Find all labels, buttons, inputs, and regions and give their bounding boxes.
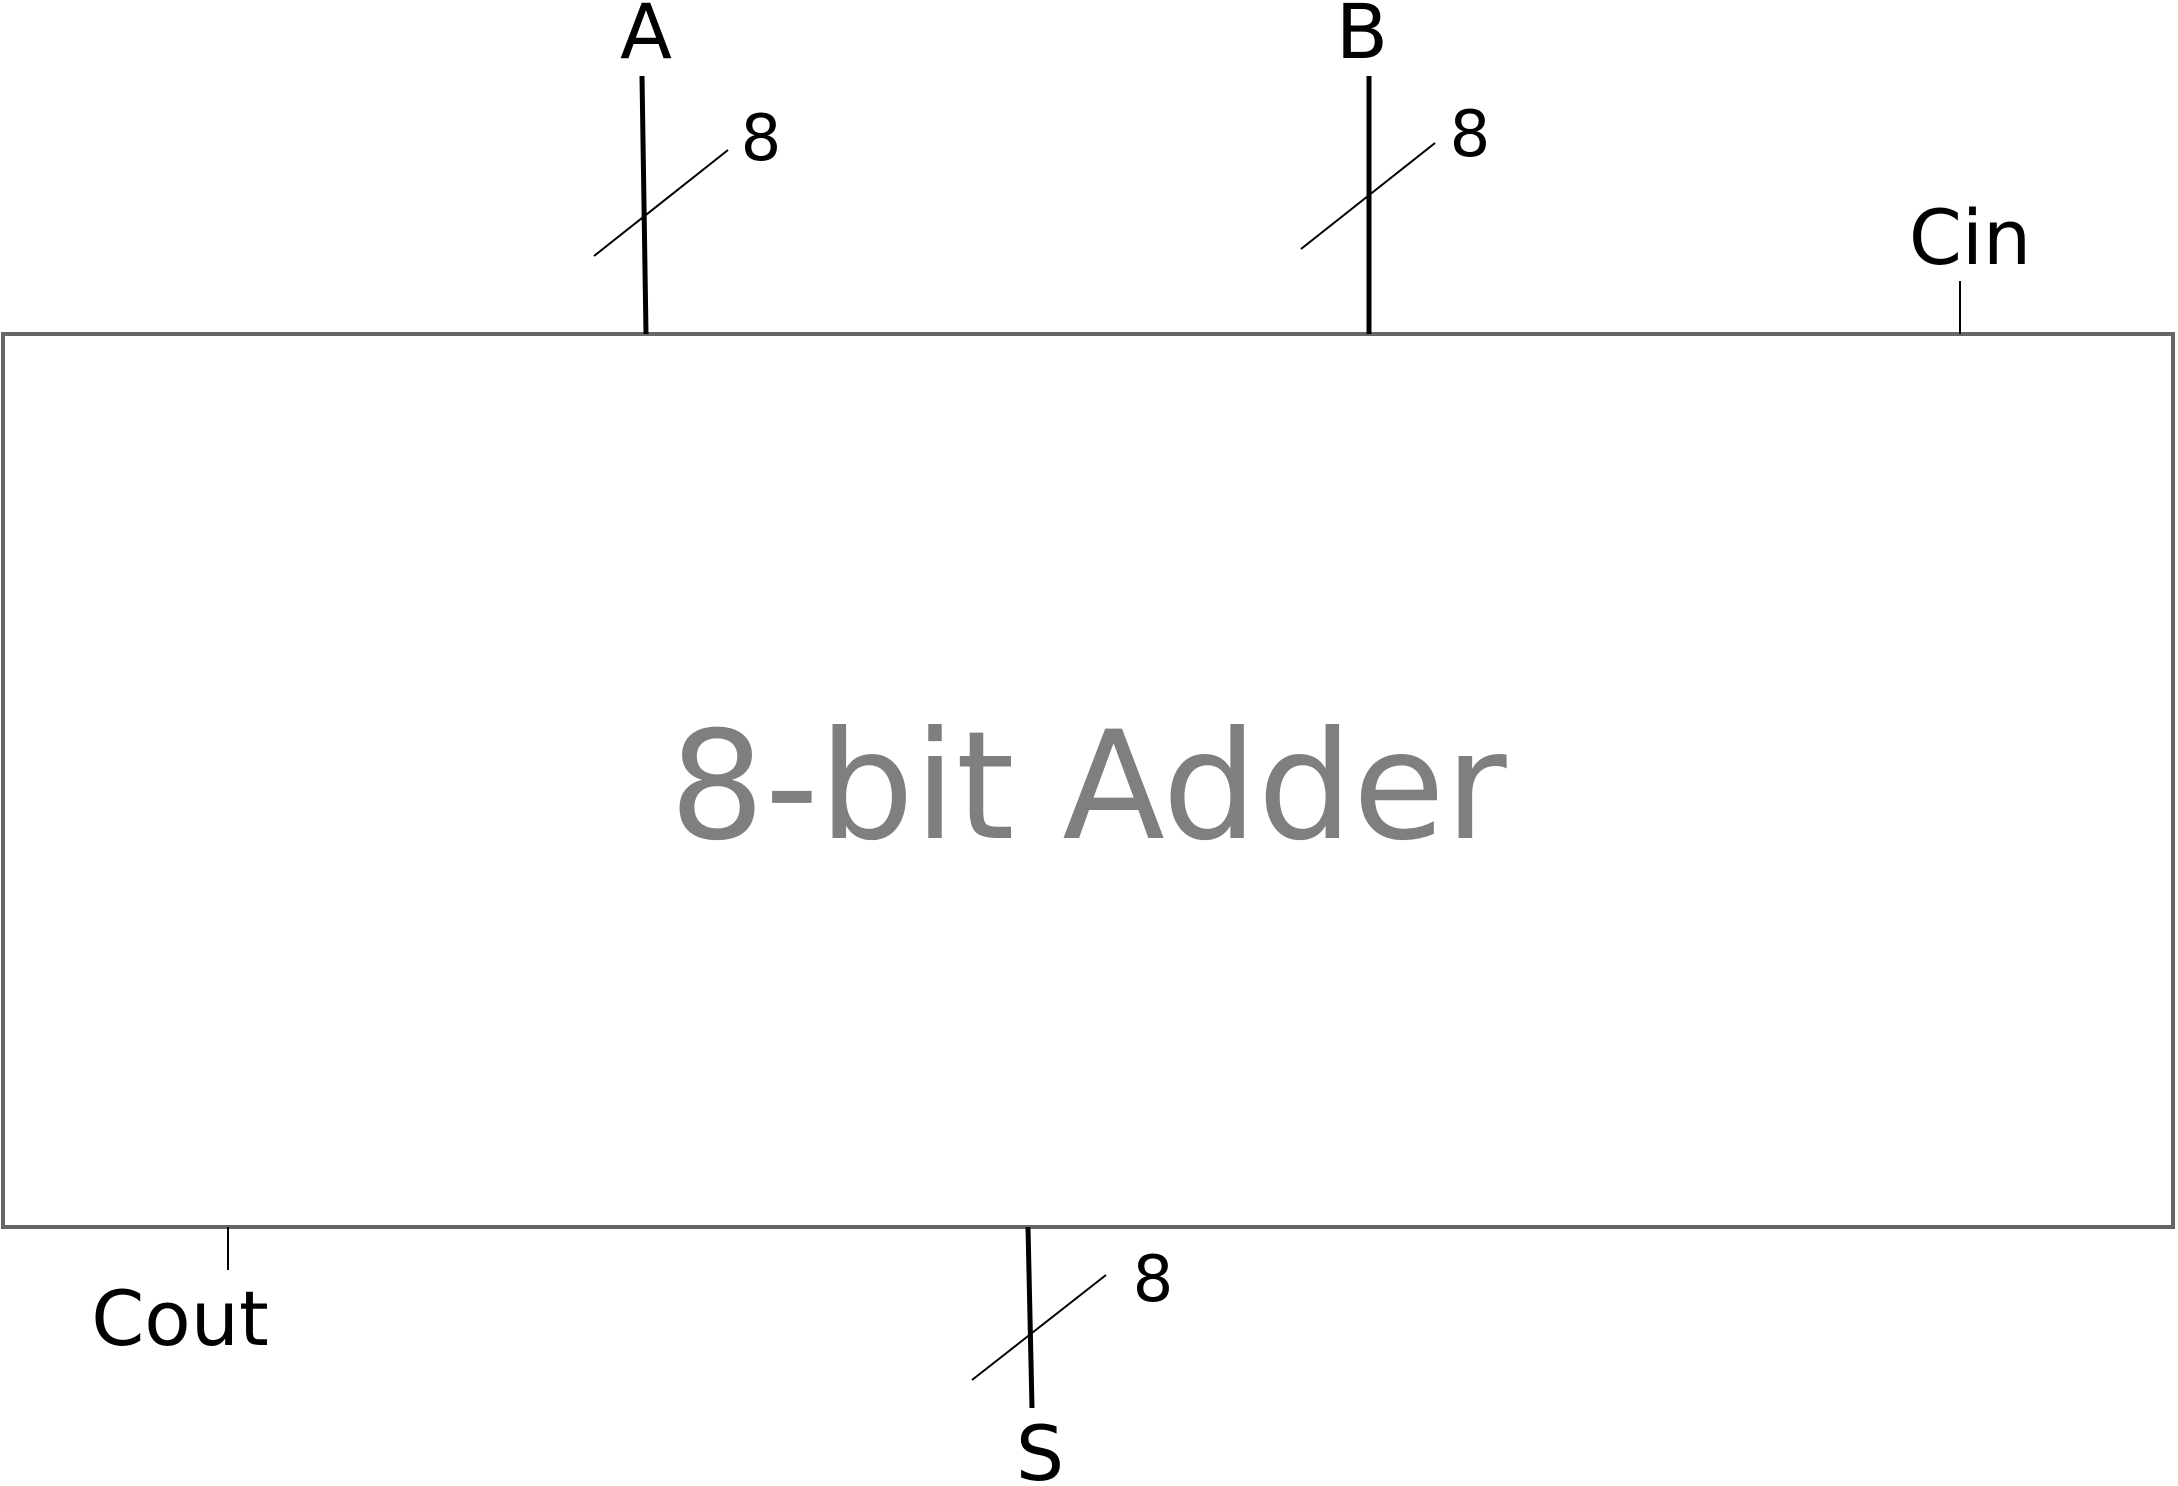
- input-cin: Cin: [1909, 193, 2031, 334]
- input-b-bus-slash: [1300, 142, 1436, 250]
- output-s: S 8: [971, 1226, 1174, 1486]
- input-cin-label: Cin: [1909, 193, 2031, 282]
- output-s-bus-slash: [971, 1274, 1107, 1381]
- output-cout: Cout: [91, 1227, 269, 1363]
- input-a-wire: [639, 75, 649, 335]
- output-s-label: S: [1016, 1409, 1064, 1486]
- output-s-wire: [1025, 1226, 1035, 1409]
- adder-block: [1, 332, 2175, 1229]
- output-s-width-label: 8: [1133, 1243, 1174, 1317]
- input-a: A 8: [593, 0, 782, 335]
- input-b-width-label: 8: [1450, 98, 1491, 172]
- output-cout-label: Cout: [91, 1274, 269, 1363]
- adder-block-title: 8-bit Adder: [669, 700, 1507, 874]
- input-a-width-label: 8: [741, 102, 782, 176]
- input-a-label: A: [620, 0, 672, 76]
- input-b-label: B: [1336, 0, 1388, 76]
- input-a-bus-slash: [593, 149, 729, 257]
- input-b: B 8: [1300, 0, 1491, 334]
